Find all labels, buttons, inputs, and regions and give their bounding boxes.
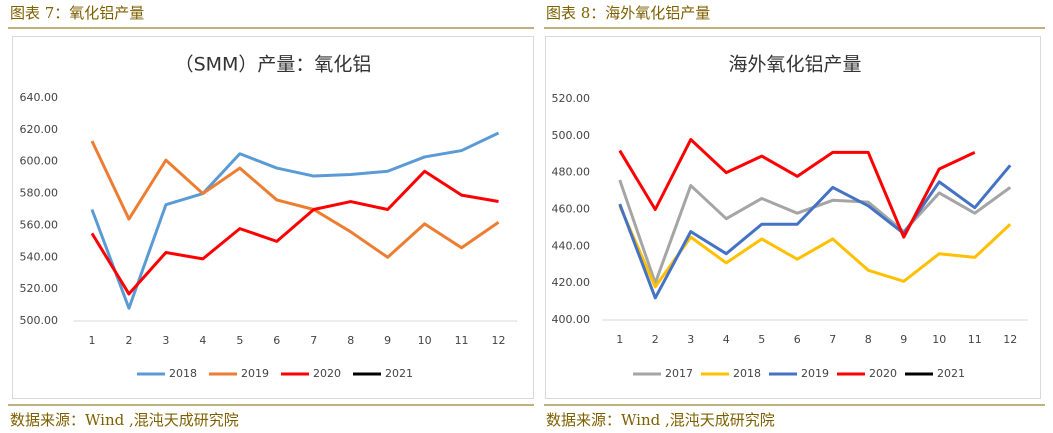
chart-title: （SMM）产量：氧化铝: [175, 54, 372, 76]
legend-label: 2020: [313, 367, 341, 380]
x-tick-label: 8: [865, 333, 872, 346]
x-tick-label: 1: [88, 334, 95, 347]
x-tick-label: 2: [125, 334, 132, 347]
y-tick-label: 600.00: [20, 155, 59, 168]
chart-title: 海外氧化铝产量: [728, 54, 861, 76]
x-tick-label: 5: [236, 334, 243, 347]
y-tick-label: 580.00: [20, 187, 59, 200]
source-note: 数据来源：Wind ,混沌天成研究院: [546, 411, 775, 429]
x-tick-label: 8: [347, 334, 354, 347]
legend-label: 2018: [169, 367, 197, 380]
x-tick-label: 7: [829, 333, 836, 346]
y-tick-label: 440.00: [552, 239, 591, 252]
y-tick-label: 640.00: [20, 91, 59, 104]
x-tick-label: 3: [162, 334, 169, 347]
x-tick-label: 10: [418, 334, 432, 347]
series-line: [90, 131, 500, 310]
x-tick-label: 5: [758, 333, 765, 346]
series-line: [90, 140, 500, 259]
x-tick-label: 6: [273, 334, 280, 347]
legend-label: 2021: [385, 367, 413, 380]
legend-label: 2017: [665, 367, 693, 380]
y-tick-label: 400.00: [552, 313, 591, 326]
x-tick-label: 4: [199, 334, 206, 347]
y-tick-label: 480.00: [552, 166, 591, 179]
y-tick-label: 540.00: [20, 250, 59, 263]
y-tick-label: 560.00: [20, 218, 59, 231]
x-tick-label: 11: [455, 334, 469, 347]
y-tick-label: 620.00: [20, 123, 59, 136]
series-line: [90, 169, 499, 296]
y-tick-label: 420.00: [552, 276, 591, 289]
figure-caption: 图表 8：海外氧化铝产量: [546, 4, 710, 22]
x-tick-label: 7: [310, 334, 317, 347]
series-line: [618, 138, 976, 239]
figure-caption: 图表 7：氧化铝产量: [10, 4, 144, 22]
y-tick-label: 460.00: [552, 203, 591, 216]
y-tick-label: 520.00: [552, 92, 591, 105]
chart-frame: [545, 36, 1041, 399]
x-tick-label: 6: [794, 333, 801, 346]
legend-label: 2019: [801, 367, 829, 380]
legend-label: 2020: [869, 367, 897, 380]
x-tick-label: 10: [932, 333, 946, 346]
source-note: 数据来源：Wind ,混沌天成研究院: [10, 411, 239, 429]
x-tick-label: 9: [384, 334, 391, 347]
y-tick-label: 500.00: [20, 314, 59, 327]
chart-frame: [12, 36, 534, 399]
y-tick-label: 500.00: [552, 129, 591, 142]
legend-label: 2019: [241, 367, 269, 380]
x-tick-label: 3: [687, 333, 694, 346]
x-tick-label: 2: [652, 333, 659, 346]
series-line: [618, 164, 1012, 300]
x-tick-label: 4: [723, 333, 730, 346]
x-tick-label: 12: [1003, 333, 1017, 346]
legend-label: 2018: [733, 367, 761, 380]
y-tick-label: 520.00: [20, 282, 59, 295]
x-tick-label: 1: [616, 333, 623, 346]
x-tick-label: 11: [968, 333, 982, 346]
legend-label: 2021: [937, 367, 965, 380]
x-tick-label: 12: [492, 334, 506, 347]
x-tick-label: 9: [900, 333, 907, 346]
